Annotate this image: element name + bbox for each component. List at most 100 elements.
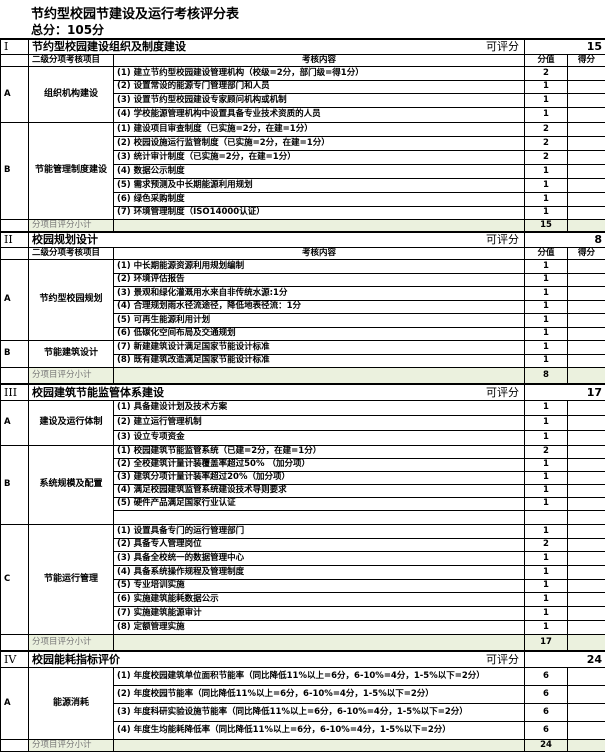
score-input-cell[interactable] — [568, 667, 605, 685]
item-score: 1 — [525, 206, 568, 219]
score-input-cell[interactable] — [568, 721, 605, 739]
score-input-cell[interactable] — [568, 178, 605, 192]
score-input-cell[interactable] — [568, 484, 605, 497]
score-input-cell[interactable] — [568, 66, 605, 80]
group-name: 建设及运行体制 — [29, 400, 114, 445]
score-input-cell[interactable] — [568, 259, 605, 273]
subtotal-got[interactable] — [568, 219, 605, 232]
score-input-cell[interactable] — [568, 340, 605, 354]
section-total: 15 — [525, 39, 605, 54]
item-content: (7) 新建建筑设计满足国家节能设计标准 — [114, 340, 525, 354]
score-input-cell[interactable] — [568, 93, 605, 107]
item-content: (3) 具备全校统一的数据管理中心 — [114, 551, 525, 565]
subtotal-label: 分项目评分小计 — [29, 634, 114, 651]
section-title-cell: 校园规划设计 可评分 — [29, 232, 525, 247]
score-input-cell[interactable] — [568, 592, 605, 606]
item-content: (5) 可再生能源利用计划 — [114, 313, 525, 327]
score-input-cell[interactable] — [568, 445, 605, 458]
score-input-cell[interactable] — [568, 192, 605, 206]
section-title: 校园能耗指标评价 — [32, 654, 120, 665]
score-input-cell[interactable] — [568, 471, 605, 484]
score-input-cell[interactable] — [568, 497, 605, 510]
group-letter: A — [1, 66, 29, 122]
score-label: 可评分 — [486, 234, 521, 245]
item-content: (4) 年度生均能耗降低率（同比降低11%以上=6分，6-10%=4分，1-5%… — [114, 721, 525, 739]
item-content: (2) 校园设施运行监管制度（已实施=2分，在建=1分） — [114, 136, 525, 150]
header-content: 考核内容 — [114, 54, 525, 66]
subtotal-got[interactable] — [568, 634, 605, 651]
score-input-cell[interactable] — [568, 415, 605, 430]
item-score: 1 — [525, 164, 568, 178]
score-input-cell[interactable] — [568, 286, 605, 300]
score-input-cell[interactable] — [568, 510, 605, 524]
item-content: (6) 绿色采购制度 — [114, 192, 525, 206]
header-content: 考核内容 — [114, 247, 525, 259]
subtotal-got[interactable] — [568, 367, 605, 384]
item-score: 6 — [525, 685, 568, 703]
score-input-cell[interactable] — [568, 354, 605, 367]
subtotal-got[interactable] — [568, 739, 605, 751]
score-input-cell[interactable] — [568, 313, 605, 327]
score-input-cell[interactable] — [568, 703, 605, 721]
score-input-cell[interactable] — [568, 685, 605, 703]
blank-cell — [1, 634, 29, 651]
item-content: (1) 建设项目审查制度（已实施=2分，在建=1分） — [114, 122, 525, 136]
score-input-cell[interactable] — [568, 606, 605, 620]
section-total: 8 — [525, 232, 605, 247]
score-input-cell[interactable] — [568, 107, 605, 122]
score-input-cell[interactable] — [568, 136, 605, 150]
item-score: 1 — [525, 430, 568, 445]
item-content: (8) 既有建筑改造满足国家节能设计标准 — [114, 354, 525, 367]
score-input-cell[interactable] — [568, 565, 605, 579]
score-input-cell[interactable] — [568, 538, 605, 551]
score-input-cell[interactable] — [568, 122, 605, 136]
score-input-cell[interactable] — [568, 150, 605, 164]
score-input-cell[interactable] — [568, 300, 605, 313]
score-input-cell[interactable] — [568, 430, 605, 445]
item-content: (5) 需求预测及中长期能源利用规划 — [114, 178, 525, 192]
score-input-cell[interactable] — [568, 327, 605, 340]
score-input-cell[interactable] — [568, 80, 605, 93]
section-number: I — [1, 39, 29, 54]
group-name: 节能管理制度建设 — [29, 122, 114, 219]
header-got: 得分 — [568, 247, 605, 259]
item-score: 1 — [525, 286, 568, 300]
score-input-cell[interactable] — [568, 579, 605, 592]
blank-cell — [114, 739, 525, 751]
group-letter: A — [1, 259, 29, 340]
score-input-cell[interactable] — [568, 551, 605, 565]
score-input-cell[interactable] — [568, 524, 605, 538]
item-score: 1 — [525, 107, 568, 122]
group-name: 节能运行管理 — [29, 524, 114, 634]
score-input-cell[interactable] — [568, 206, 605, 219]
item-content: (5) 硬件产品满足国家行业认证 — [114, 497, 525, 510]
item-content — [114, 510, 525, 524]
score-input-cell[interactable] — [568, 400, 605, 415]
group-letter: A — [1, 400, 29, 445]
item-content: (3) 景观和绿化灌溉用水来自非传统水源:1分 — [114, 286, 525, 300]
item-score: 1 — [525, 484, 568, 497]
item-score: 1 — [525, 340, 568, 354]
section-number: III — [1, 384, 29, 400]
item-score: 6 — [525, 667, 568, 685]
section-title: 校园规划设计 — [32, 234, 98, 245]
score-input-cell[interactable] — [568, 273, 605, 286]
score-input-cell[interactable] — [568, 620, 605, 634]
blank-cell — [1, 367, 29, 384]
item-score: 1 — [525, 400, 568, 415]
score-input-cell[interactable] — [568, 458, 605, 471]
blank-cell — [1, 739, 29, 751]
item-score: 6 — [525, 721, 568, 739]
group-letter: B — [1, 445, 29, 524]
score-input-cell[interactable] — [568, 164, 605, 178]
item-content: (3) 设置节约型校园建设专家顾问机构或机制 — [114, 93, 525, 107]
item-content: (3) 设立专项资金 — [114, 430, 525, 445]
item-score: 1 — [525, 80, 568, 93]
